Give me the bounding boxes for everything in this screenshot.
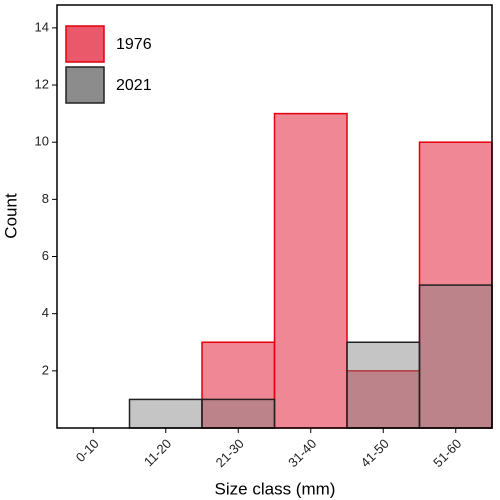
x-tick-label: 11-20: [141, 436, 174, 469]
bar: [418, 284, 493, 429]
y-tick-label: 12: [35, 76, 49, 91]
y-tick-label: 14: [35, 19, 49, 34]
legend-label: 2021: [116, 77, 152, 94]
bar: [273, 112, 348, 429]
y-tick-label: 2: [42, 362, 49, 377]
bar: [346, 370, 421, 429]
legend-label: 1976: [116, 36, 152, 53]
y-tick-label: 6: [42, 248, 49, 263]
x-axis-title: Size class (mm): [215, 479, 336, 498]
legend-swatch: [65, 25, 105, 63]
legend-swatch: [65, 66, 105, 104]
bar: [346, 341, 421, 429]
y-tick-label: 4: [42, 305, 49, 320]
bar: [201, 398, 276, 429]
bar: [128, 398, 203, 429]
y-tick-label: 10: [35, 134, 49, 149]
x-tick-label: 0-10: [73, 436, 102, 465]
x-tick-label: 41-50: [358, 436, 392, 470]
y-axis-title: Count: [1, 193, 20, 239]
x-tick-label: 51-60: [430, 436, 464, 470]
y-tick-label: 8: [42, 191, 49, 206]
bar: [201, 341, 276, 429]
x-tick-label: 31-40: [285, 436, 319, 470]
plot-frame: [56, 4, 493, 429]
x-tick-label: 21-30: [213, 436, 247, 470]
